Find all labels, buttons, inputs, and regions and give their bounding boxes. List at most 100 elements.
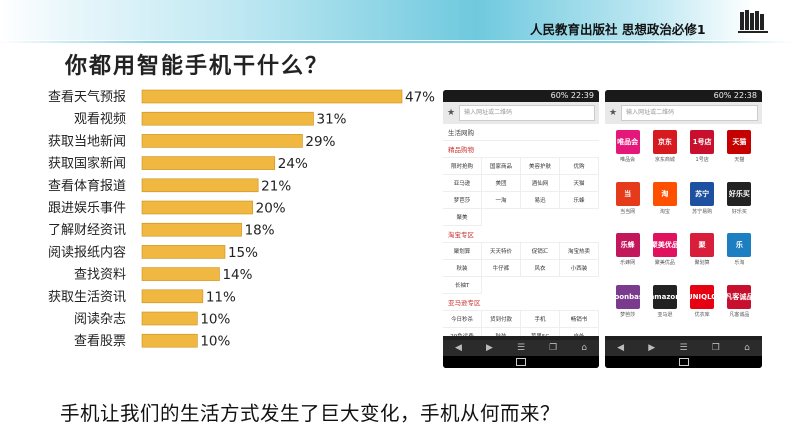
shop-link[interactable]: 长袖T [443, 277, 482, 294]
value-label: 47% [405, 90, 435, 106]
app-label: 1号店 [695, 157, 709, 163]
back-icon: ◀ [455, 343, 462, 353]
app-shortcut[interactable]: 当当当网 [609, 181, 646, 228]
app-shortcut[interactable]: 乐蜂 乐蜂网 [609, 233, 646, 279]
category-label: 获取当地新闻 [48, 133, 126, 149]
phone-screenshot-left: 60% 22:39 ★ 输入网址或二维码 生活网购 精品购物 限时抢购 国家商品美… [443, 90, 599, 368]
section-heading-3: 亚马逊专区 [448, 299, 481, 307]
value-label: 21% [261, 178, 291, 194]
shop-link[interactable]: 天猫 [560, 175, 599, 192]
address-input: 输入网址或二维码 [621, 105, 758, 121]
shop-link[interactable]: 一淘 [482, 192, 521, 209]
category-label: 查看股票 [74, 333, 126, 349]
shop-link[interactable]: 国家商品 [482, 158, 521, 175]
app-label: 聚美优品 [654, 260, 675, 266]
shop-link[interactable]: 酒仙网 [521, 175, 560, 192]
shop-link[interactable]: 聚划算 [443, 243, 482, 260]
app-shortcut[interactable]: amazon 亚马逊 [646, 284, 683, 331]
app-label: 当当网 [620, 208, 636, 215]
shop-link[interactable]: 今日秒杀 [443, 311, 482, 328]
bar [141, 134, 303, 148]
header-banner [0, 0, 794, 40]
shop-link[interactable]: 淘宝热卖 [560, 243, 599, 260]
app-icon: 聚美优品 [652, 233, 677, 257]
shop-link[interactable]: 乐蜂 [560, 192, 599, 209]
star-icon: ★ [609, 108, 618, 118]
app-shortcut[interactable]: 苏宁 苏宁易购 [684, 181, 721, 228]
shop-link[interactable]: 秋装 [443, 260, 482, 277]
app-shortcut[interactable]: UNIQLO 优衣库 [684, 284, 721, 331]
app-shortcut[interactable]: 乐乐淘 [721, 233, 758, 279]
app-label: 好乐买 [731, 208, 747, 215]
shop-link[interactable]: 聚美 [443, 209, 482, 226]
value-label: 15% [228, 245, 258, 261]
menu-icon: ☰ [516, 343, 526, 353]
shop-link[interactable]: 小西装 [560, 260, 599, 277]
menu-icon: ☰ [679, 343, 688, 353]
home-icon: ⌂ [744, 343, 750, 353]
category-label: 阅读报纸内容 [48, 244, 126, 260]
shop-link[interactable]: 易迅 [521, 192, 560, 209]
value-label: 14% [222, 267, 252, 283]
closing-question: 手机让我们的生活方式发生了巨大变化，手机从何而来？ [60, 402, 561, 425]
address-input: 输入网址或二维码 [459, 105, 595, 121]
shop-link[interactable]: 限时抢购 [443, 158, 482, 175]
bar [141, 267, 220, 281]
app-shortcut[interactable]: 1号店 1号店 [684, 130, 721, 176]
shop-link[interactable]: 天天特价 [482, 243, 521, 260]
status-bar: 60% 22:38 [605, 90, 762, 102]
shopping-list: 生活网购 精品购物 限时抢购 国家商品 美容护肤 优购 亚马逊 美团 酒仙网 天猫 梦芭莎 一淘易… [443, 124, 599, 336]
app-shortcut[interactable]: 聚美优品 聚美优品 [646, 233, 683, 279]
app-shortcut[interactable]: 好乐买 好乐买 [721, 181, 758, 228]
category-label: 获取国家新闻 [48, 156, 126, 172]
app-label: 聚划算 [694, 260, 710, 266]
shop-link[interactable]: 畅销书 [560, 311, 599, 328]
shop-link[interactable]: 优购 [560, 158, 599, 175]
shop-link[interactable]: 梦芭莎 [443, 192, 482, 209]
recent-apps-icon [516, 358, 526, 366]
app-icon: 京东 [652, 130, 677, 154]
link-grid-1: 限时抢购 国家商品 美容护肤 优购亚马逊 美团 酒仙网 天猫梦芭莎 一淘 易迅 乐蜂聚美 [443, 157, 599, 226]
bar [141, 178, 259, 193]
app-shortcut[interactable]: 聚聚划算 [684, 233, 721, 279]
app-shortcut[interactable]: 唯品会 唯品会 [609, 130, 646, 176]
app-label: 凡客诚品 [729, 311, 750, 318]
tabs-icon: ❐ [549, 343, 558, 353]
app-shortcut[interactable]: 淘淘宝 [646, 181, 683, 228]
shop-link[interactable]: 29免运费 [443, 328, 482, 336]
value-label: 10% [200, 334, 230, 350]
app-shortcut[interactable]: 天猫 天猫 [721, 130, 758, 176]
app-shortcut[interactable]: 京东 京东商城 [646, 130, 683, 176]
shop-link[interactable]: 美团 [482, 175, 521, 192]
shop-link[interactable]: 秋装 [482, 328, 521, 336]
value-label: 18% [245, 223, 275, 239]
app-label: 亚马逊 [657, 311, 673, 318]
category-label: 观看视频 [74, 111, 126, 127]
shop-link[interactable]: 苹果5C [521, 328, 560, 336]
category-label: 获取生活资讯 [48, 290, 126, 305]
value-label: 11% [206, 289, 236, 305]
value-label: 29% [305, 134, 335, 150]
bar [141, 222, 242, 237]
shop-link[interactable]: 风衣 [521, 260, 560, 277]
app-label: 乐淘 [734, 260, 745, 266]
shop-link[interactable]: 货到付款 [482, 311, 521, 328]
section-heading-2: 淘宝专区 [448, 231, 474, 239]
app-label: 乐蜂网 [620, 260, 636, 266]
books-icon [738, 10, 768, 33]
shop-link[interactable]: 户外 [560, 328, 599, 336]
address-bar: ★ 输入网址或二维码 [443, 102, 599, 124]
shop-link[interactable]: 手机 [521, 311, 560, 328]
app-label: 天猫 [734, 157, 745, 163]
category-label: 跟进娱乐事件 [48, 201, 126, 216]
section-heading-1: 精品购物 [448, 146, 474, 154]
app-shortcut[interactable]: 凡客诚品 凡客诚品 [721, 284, 758, 331]
bar [141, 245, 226, 259]
browser-nav: ◀ ▶ ☰ ❐ ⌂ [605, 340, 762, 356]
shop-link[interactable]: 促销汇 [521, 243, 560, 260]
shop-link[interactable]: 美容护肤 [521, 158, 560, 175]
app-icon: 聚 [690, 233, 715, 257]
shop-link[interactable]: 亚马逊 [443, 175, 482, 192]
app-shortcut[interactable]: Moonbasa 梦芭莎 [609, 284, 646, 331]
shop-link[interactable]: 牛仔裤 [482, 260, 521, 277]
